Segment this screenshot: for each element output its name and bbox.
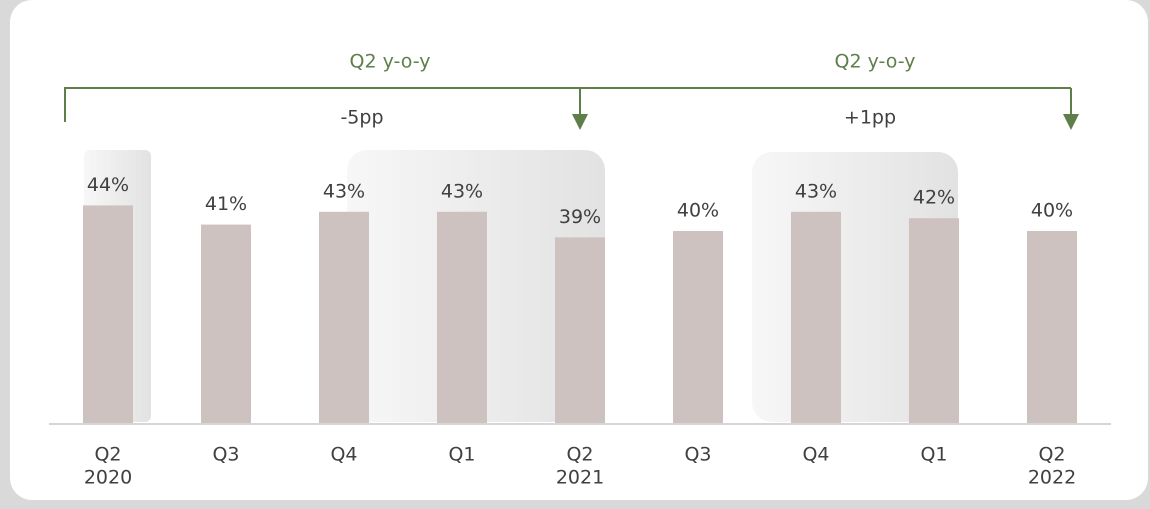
value-label: 40% [677,200,719,222]
bar [791,211,841,423]
bar [201,224,251,423]
x-tick-label: Q1 [448,444,475,466]
bar [319,211,369,423]
x-tick-label: 2020 [84,467,132,489]
bar [909,218,959,423]
x-tick-label: Q2 [566,444,593,466]
x-tick-label: Q3 [684,444,711,466]
annotation-label: Q2 y-o-y [350,51,431,73]
bar [673,231,723,423]
x-tick-label: Q4 [802,444,829,466]
value-label: 44% [87,174,129,196]
x-tick-label: Q1 [920,444,947,466]
annotation-label: Q2 y-o-y [835,51,916,73]
bracket [64,87,1072,122]
x-tick-label: Q4 [330,444,357,466]
x-tick-label: Q3 [212,444,239,466]
value-label: 43% [441,180,483,202]
x-tick-label: 2022 [1028,467,1076,489]
value-label: 43% [323,180,365,202]
value-label: 39% [559,206,601,228]
x-tick-label: Q2 [94,444,121,466]
value-label: 40% [1031,200,1073,222]
x-tick-label: Q2 [1038,444,1065,466]
bar [555,237,605,423]
bar [1027,231,1077,423]
annotation-change: +1pp [844,107,896,129]
value-label: 43% [795,180,837,202]
arrow-head [1063,114,1079,130]
annotation-change: -5pp [340,107,383,129]
value-label: 42% [913,187,955,209]
bar [437,211,487,423]
value-label: 41% [205,193,247,215]
bar [83,205,133,423]
arrow-head [572,114,588,130]
x-tick-label: 2021 [556,467,604,489]
bracket-line [64,87,1071,122]
